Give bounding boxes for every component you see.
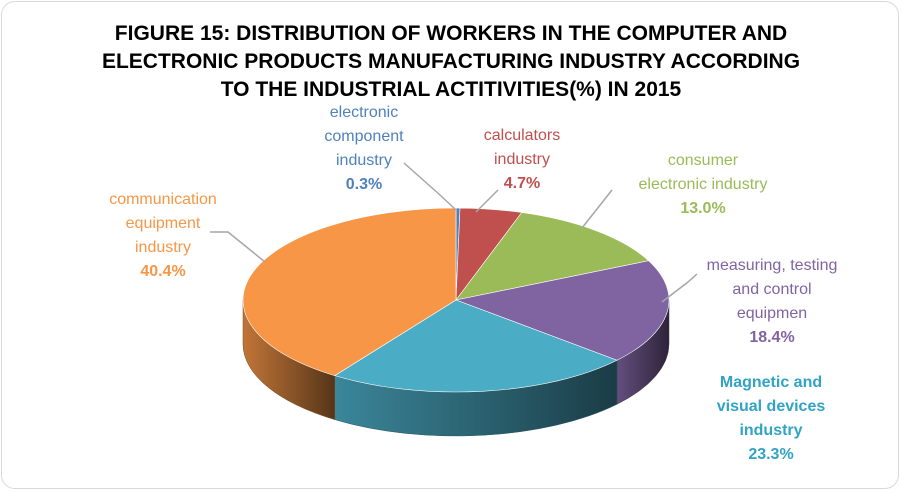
leader-line-communication [210,231,266,263]
chart-title: FIGURE 15: DISTRIBUTION OF WORKERS IN TH… [100,20,802,104]
category-label-calculators: calculators [484,127,560,144]
category-label-magnetic: Magnetic and [720,374,822,391]
pie-slice-magnetic [334,299,618,393]
category-label-communication: communication [109,191,217,208]
category-label-magnetic: industry [739,422,802,439]
title-line-2: ELECTRONIC PRODUCTS MANUFACTURING INDUST… [101,50,801,73]
category-label-electronic: component [324,128,404,145]
data-labels: electronic component industry 0.3% calculato… [109,104,837,463]
pie-slice-consumer [455,212,650,301]
category-label-communication: equipment [126,215,201,232]
value-label-measuring: 18.4% [749,329,794,346]
category-label-consumer: electronic industry [639,176,768,193]
leader-line-electronic [403,162,457,211]
value-label-consumer: 13.0% [680,200,725,217]
category-label-measuring: measuring, testing [707,257,838,274]
category-label-measuring: and control [732,281,811,298]
pie-slice-communication [242,207,457,376]
leader-line-calculators [475,189,499,213]
category-label-measuring: equipmen [737,305,807,322]
category-label-electronic: industry [336,152,392,169]
category-label-communication: industry [135,239,191,256]
category-label-electronic: electronic [330,104,398,121]
leader-line-measuring [661,273,698,303]
value-label-electronic: 0.3% [346,176,382,193]
title-line-1: FIGURE 15: DISTRIBUTION OF WORKERS IN TH… [114,22,788,45]
pie-top-faces [242,207,670,393]
category-label-magnetic: visual devices [717,398,826,415]
value-label-calculators: 4.7% [504,175,540,192]
value-label-magnetic: 23.3% [748,446,793,463]
value-label-communication: 40.4% [140,263,185,280]
category-label-consumer: consumer [668,152,739,169]
pie-slice-measuring [454,260,670,361]
category-label-calculators: industry [494,151,550,168]
title-line-3: TO THE INDUSTRIAL ACTITIVITIES(%) IN 201… [220,78,682,101]
leader-line-consumer [581,189,613,229]
